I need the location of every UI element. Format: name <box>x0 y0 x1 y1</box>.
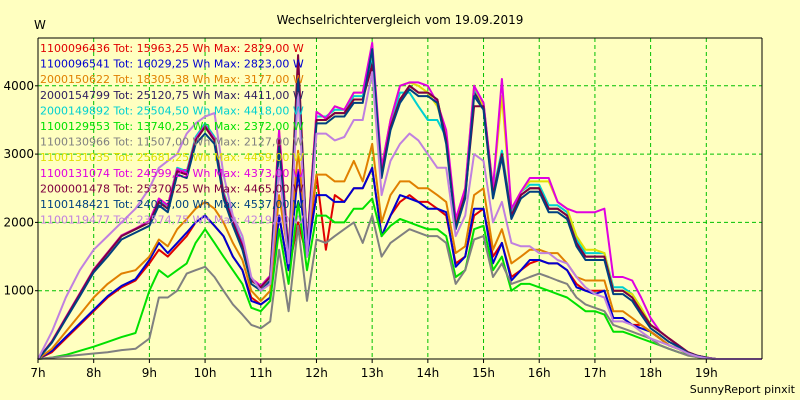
series-layer <box>37 41 762 360</box>
footer-credit: SunnyReport pinxit <box>690 383 796 396</box>
legend-entry-6: 1100129553 Tot: 13740,25 Wh Max: 2372,00… <box>40 120 304 133</box>
legend-entry-7: 1100130966 Tot: 11507,00 Wh Max: 2127,00… <box>40 136 304 149</box>
legend-entry-5: 2000149892 Tot: 25504,50 Wh Max: 4418,00… <box>40 104 304 117</box>
x-tick-label: 15h <box>472 366 495 380</box>
x-tick-label: 8h <box>86 366 101 380</box>
series-line-3 <box>37 142 762 360</box>
axes: 1000 2000 3000 4000 7h 8h 9h 10h 11h 12h 13h 14h 15h… <box>3 37 763 380</box>
x-tick-label: 11h <box>249 366 272 380</box>
grid-lines <box>38 38 762 359</box>
legend: 1100096436 Tot: 15963,25 Wh Max: 2829,00… <box>40 42 304 227</box>
y-tick-label: 3000 <box>3 147 34 161</box>
legend-entry-4: 2000154799 Tot: 25120,75 Wh Max: 4411,00… <box>40 89 304 102</box>
x-tick-label: 12h <box>305 366 328 380</box>
chart-title: Wechselrichtervergleich vom 19.09.2019 <box>277 13 524 27</box>
legend-entry-10: 2000001478 Tot: 25370,25 Wh Max: 4465,00… <box>40 182 304 195</box>
legend-entry-12: 1100119477 Tot: 23574,75 Wh Max: 4219,00… <box>40 214 304 227</box>
legend-entry-1: 1100096436 Tot: 15963,25 Wh Max: 2829,00… <box>40 42 304 55</box>
y-tick-label: 1000 <box>3 284 34 298</box>
x-tick-label: 16h <box>528 366 551 380</box>
y-tick-label: 4000 <box>3 79 34 93</box>
x-tick-label: 18h <box>639 366 662 380</box>
x-tick-label: 19h <box>695 366 718 380</box>
legend-entry-3: 2000150622 Tot: 18305,38 Wh Max: 3177,00… <box>40 73 304 86</box>
x-tick-label: 14h <box>416 366 439 380</box>
x-tick-label: 13h <box>361 366 384 380</box>
series-line-11 <box>37 48 762 360</box>
x-tick-label: 10h <box>194 366 217 380</box>
y-axis-label: W <box>34 18 46 32</box>
y-tick-label: 2000 <box>3 215 34 229</box>
x-tick-label: 7h <box>30 366 45 380</box>
legend-entry-2: 1100096541 Tot: 16029,25 Wh Max: 2823,00… <box>40 58 304 71</box>
legend-entry-8: 1100131035 Tot: 25681,25 Wh Max: 4459,00… <box>40 151 304 164</box>
legend-entry-9: 1100131074 Tot: 24599,25 Wh Max: 4373,00… <box>40 167 304 180</box>
series-line-6 <box>37 197 762 360</box>
series-line-12 <box>37 71 762 360</box>
x-tick-label: 17h <box>583 366 606 380</box>
x-tick-label: 9h <box>142 366 157 380</box>
legend-entry-11: 1100148421 Tot: 24013,00 Wh Max: 4537,00… <box>40 198 304 211</box>
